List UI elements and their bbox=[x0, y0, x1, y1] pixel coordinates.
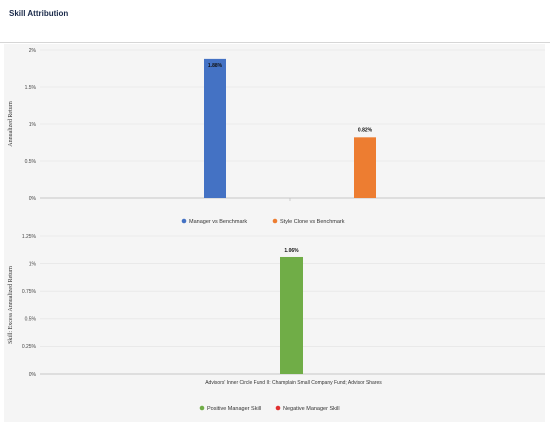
data-label: 0.82% bbox=[358, 127, 373, 133]
legend-item: Positive Manager Skill bbox=[207, 406, 261, 412]
chart-panel bbox=[4, 44, 545, 422]
y-tick-label: 0.5% bbox=[25, 317, 37, 323]
y-tick-label: 0.25% bbox=[22, 344, 37, 350]
page-title: Skill Attribution bbox=[9, 9, 69, 18]
x-category-label: Advisors' Inner Circle Fund II: Champlai… bbox=[205, 380, 382, 386]
y-tick-label: 0% bbox=[29, 372, 37, 378]
page-header: Skill Attribution bbox=[0, 0, 550, 43]
y-tick-label: 0% bbox=[29, 196, 37, 202]
y-tick-label: 1.5% bbox=[25, 85, 37, 91]
bar-manager-vs-benchmark[interactable] bbox=[204, 58, 226, 198]
y-axis-title: Skill: Excess Annualized Return bbox=[8, 266, 14, 344]
data-label: 1.88% bbox=[208, 63, 223, 69]
y-tick-label: 0.75% bbox=[22, 289, 37, 295]
bar-positive-manager-skill[interactable] bbox=[280, 256, 303, 374]
legend-item: Manager vs Benchmark bbox=[189, 219, 247, 225]
y-tick-label: 2% bbox=[29, 48, 37, 54]
legend-marker bbox=[181, 218, 187, 224]
y-tick-label: 0.5% bbox=[25, 159, 37, 165]
data-label: 1.06% bbox=[284, 248, 299, 254]
legend-marker bbox=[199, 405, 205, 411]
y-axis-title: Annualized Return bbox=[8, 101, 14, 147]
y-tick-label: 1% bbox=[29, 261, 37, 267]
y-tick-label: 1% bbox=[29, 122, 37, 128]
bar-style-clone-vs-benchmark[interactable] bbox=[354, 137, 376, 198]
legend-item: Negative Manager Skill bbox=[283, 406, 340, 412]
y-tick-label: 1.25% bbox=[22, 234, 37, 240]
legend-item: Style Clone vs Benchmark bbox=[280, 219, 345, 225]
legend-marker bbox=[272, 218, 278, 224]
legend-marker bbox=[275, 405, 281, 411]
